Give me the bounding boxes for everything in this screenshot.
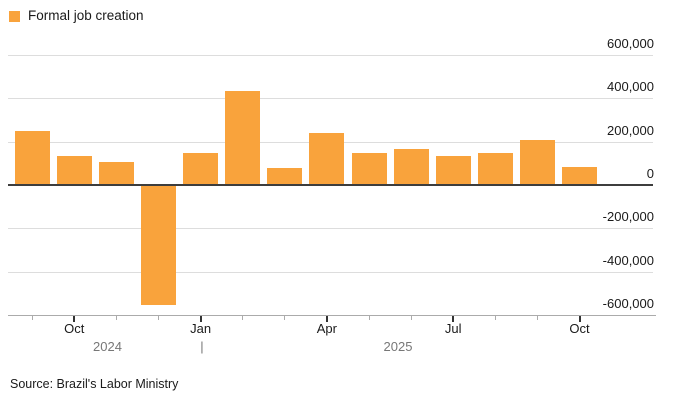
major-tick: [578, 316, 581, 322]
month-label-oct: Oct: [569, 321, 590, 336]
minor-tick: [410, 316, 412, 320]
y-axis-tick-label: 200,000: [607, 122, 654, 138]
y-axis-tick-label: 0: [646, 166, 654, 181]
bar-mar-2025: [267, 167, 303, 185]
minor-tick: [158, 316, 159, 320]
y-axis-tick-label: -400,000: [602, 252, 654, 268]
y-axis-tick-label: -600,000: [602, 296, 654, 311]
gridline: [8, 98, 653, 100]
y-axis-tick-label: -200,000: [602, 209, 654, 225]
bar-oct-2024: [56, 155, 92, 185]
bar-jan-2025: [183, 152, 219, 185]
legend: Formal job creation: [9, 8, 144, 24]
x-axis-line: [8, 315, 656, 316]
month-label-oct: Oct: [64, 321, 85, 336]
bar-aug-2025: [477, 152, 513, 185]
gridline: [8, 55, 653, 56]
month-label-jan: Jan: [190, 321, 212, 336]
minor-tick: [31, 316, 33, 320]
bar-nov-2024: [98, 162, 134, 185]
legend-label: Formal job creation: [28, 8, 144, 23]
year-label-2025: 2025: [383, 339, 413, 354]
minor-tick: [115, 316, 117, 320]
bar-jul-2025: [435, 155, 471, 185]
y-axis-tick-label: 600,000: [607, 36, 654, 51]
minor-tick: [536, 316, 538, 320]
y-axis-tick-label: 400,000: [607, 79, 654, 95]
major-tick: [452, 316, 455, 322]
zero-baseline: [8, 184, 653, 186]
bar-feb-2025: [225, 90, 261, 185]
gridline: [8, 228, 653, 230]
bar-apr-2025: [309, 133, 345, 185]
bar-dec-2024: [141, 186, 176, 306]
year-label-2024: 2024: [93, 339, 122, 354]
bar-oct-2025: [562, 166, 597, 185]
bar-may-2025: [351, 152, 387, 185]
plot-area: [8, 55, 653, 315]
source-credit: Source: Brazil's Labor Ministry: [10, 377, 179, 391]
bar-jun-2025: [393, 149, 429, 185]
major-tick: [73, 316, 76, 322]
minor-tick: [242, 316, 244, 320]
major-tick: [325, 316, 328, 322]
bar-sep-2025: [519, 139, 555, 185]
month-label-apr: Apr: [316, 321, 337, 336]
minor-tick: [284, 316, 286, 320]
legend-swatch-icon: [9, 10, 20, 22]
year-divider: |: [200, 339, 204, 354]
major-tick: [199, 316, 202, 322]
gridline: [8, 271, 653, 273]
minor-tick: [494, 316, 496, 320]
month-label-jul: Jul: [444, 321, 462, 336]
minor-tick: [368, 316, 370, 320]
bar-sep-2024: [14, 130, 50, 185]
